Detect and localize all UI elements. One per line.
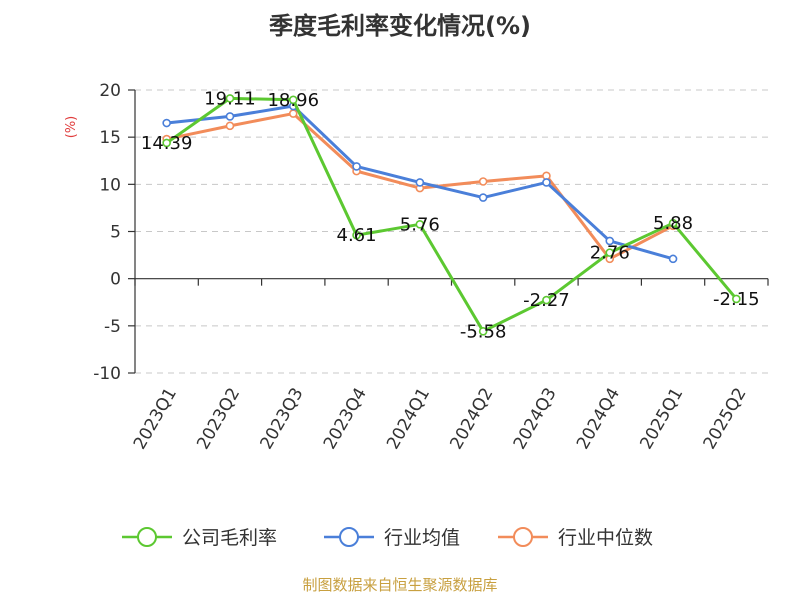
data-point [415,220,425,229]
chart-title: 季度毛利率变化情况(%) [269,12,531,40]
data-point [478,177,488,186]
data-point [668,254,678,264]
data-label: -2.15 [713,289,760,310]
y-tick-label: 15 [99,128,121,148]
x-tick-label: 2023Q3 [257,385,308,453]
y-tick-label: -10 [93,364,121,384]
data-point [415,178,425,187]
series-line [165,96,738,333]
source-note: 制图数据来自恒生聚源数据库 [302,576,497,594]
data-point [288,95,298,105]
legend-entry: 公司毛利率 [182,527,277,549]
legend-entry: 行业中位数 [558,527,653,549]
data-label: 14.39 [141,133,193,154]
legend: 公司毛利率 行业均值 行业中位数 [122,527,653,549]
series-lines [162,94,741,336]
data-label: 5.76 [400,214,440,235]
data-point [352,230,361,240]
data-label: 4.61 [337,225,377,246]
legend-swatch-marker [137,527,157,547]
data-point [542,295,551,305]
data-point [542,178,551,187]
data-point [605,236,615,246]
data-point [478,193,488,202]
y-tick-label: 5 [110,223,121,243]
y-axis-label: (%) [64,116,79,139]
y-tick-label: 20 [99,81,121,101]
data-label: 18.96 [267,90,319,111]
x-tick-label: 2023Q4 [320,385,371,453]
x-tick-label: 2023Q1 [130,385,181,453]
data-label: 2.76 [590,243,630,264]
data-point [352,162,361,171]
data-label: 19.11 [204,88,256,109]
data-labels: 14.39 19.11 18.96 4.61 5.76 -5.58 -2.27 2.76 5.8… [141,88,760,342]
data-point [478,327,488,336]
y-tick-label: 10 [99,175,121,195]
data-point [162,118,171,128]
data-point [225,94,235,103]
legend-entry: 行业均值 [384,527,460,549]
legend-swatch-marker [339,527,359,547]
data-point [732,294,741,304]
x-tick-label: 2025Q1 [636,385,687,453]
data-point [162,138,171,148]
data-label: 5.88 [653,213,693,234]
x-tick-label: 2025Q2 [700,385,751,453]
y-tick-label: -5 [104,317,121,337]
data-point [605,248,615,257]
data-point [288,109,298,118]
y-tick-label: 0 [110,270,121,290]
data-point [668,218,678,228]
legend-swatch-marker [513,527,533,547]
data-point [225,112,235,121]
x-tick-label: 2024Q3 [510,385,561,453]
x-tick-label: 2023Q2 [193,385,244,453]
data-point [225,121,235,131]
data-label: -5.58 [460,321,507,342]
data-label: -2.27 [523,290,570,311]
x-tick-label: 2024Q1 [383,385,434,453]
x-tick-label: 2024Q2 [446,385,497,453]
x-tick-label: 2024Q4 [573,385,624,453]
